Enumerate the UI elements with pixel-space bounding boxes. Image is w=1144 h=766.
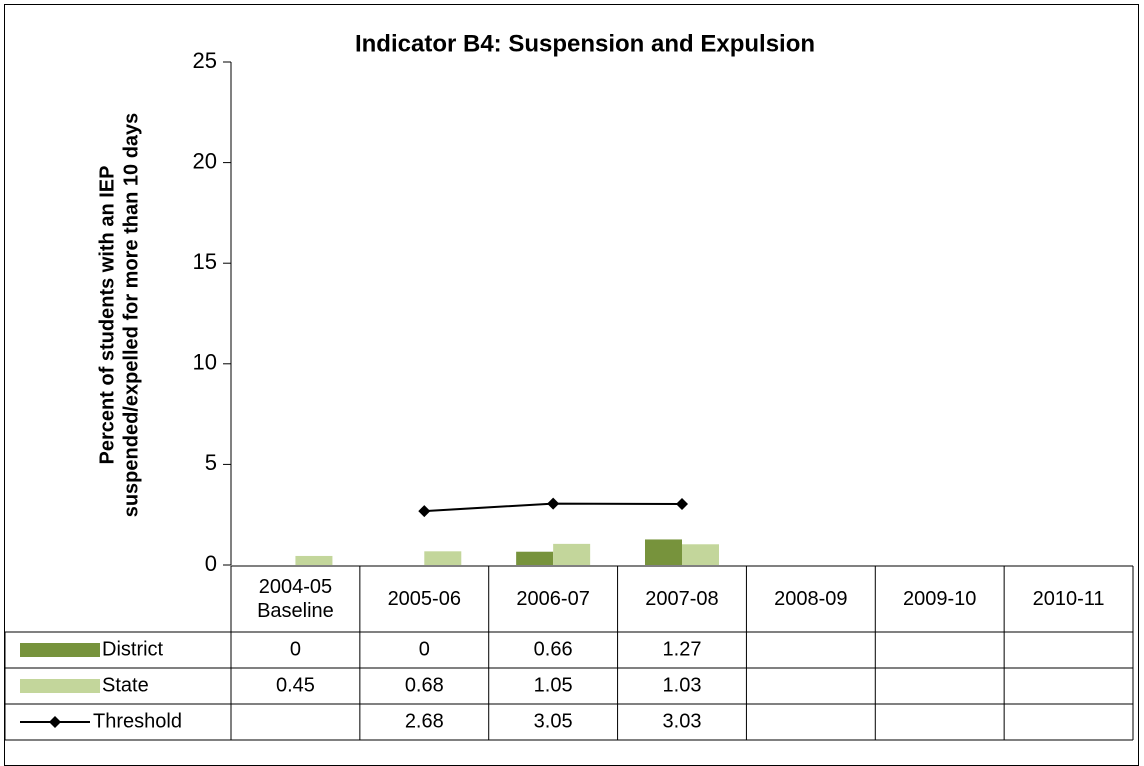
legend-marker (49, 716, 61, 728)
chart-title: Indicator B4: Suspension and Expulsion (355, 30, 815, 57)
bar (553, 543, 591, 565)
table-value: 0.66 (534, 638, 573, 660)
x-tick-label: 2009-10 (903, 588, 977, 610)
bar (516, 551, 554, 565)
table-value: 0 (419, 638, 430, 660)
legend-label: District (102, 638, 164, 660)
x-tick-label-box: 2010-11 (1032, 588, 1105, 610)
table-value: 0.68 (405, 674, 444, 696)
x-tick-label: 2010-11 (1032, 588, 1105, 610)
table-value: 0 (290, 638, 301, 660)
bar (645, 539, 682, 565)
legend-swatch (20, 643, 100, 657)
table-value: 1.27 (663, 638, 702, 660)
x-tick-label-box: 2006-07 (516, 588, 590, 610)
y-tick-label: 25 (193, 48, 217, 73)
y-axis-label-line: suspended/expelled for more than 10 days (120, 113, 142, 518)
x-tick-label: 2004-05 Baseline (257, 576, 334, 622)
y-tick-label: 0 (205, 551, 217, 576)
y-tick-label: 5 (205, 450, 217, 475)
y-axis-label-line: Percent of students with an IEP (96, 166, 118, 465)
legend-label: Threshold (93, 710, 182, 732)
table-value: 0.45 (276, 674, 315, 696)
x-tick-label-box: 2004-05 Baseline (257, 576, 334, 622)
marker (676, 498, 688, 511)
x-tick-label: 2008-09 (774, 588, 848, 610)
legend-label: State (102, 674, 149, 696)
table-value: 3.03 (663, 710, 702, 732)
y-tick-label: 20 (193, 148, 217, 173)
x-tick-label-box: 2008-09 (774, 588, 848, 610)
x-tick-label-box: 2007-08 (645, 588, 719, 610)
y-tick-label: 10 (193, 350, 217, 375)
bar (682, 544, 719, 565)
x-tick-label-box: 2009-10 (903, 588, 977, 610)
y-tick-label: 15 (193, 249, 217, 274)
x-tick-label-box: 2005-06 (387, 588, 461, 610)
marker (418, 505, 431, 518)
marker (547, 497, 560, 510)
bar (295, 555, 333, 565)
table-value: 3.05 (534, 710, 573, 732)
table-value: 2.68 (405, 710, 444, 732)
x-tick-label: 2006-07 (516, 588, 590, 610)
legend-swatch (20, 679, 100, 693)
table-value: 1.03 (663, 674, 702, 696)
x-tick-label: 2005-06 (387, 588, 461, 610)
bar (424, 551, 462, 565)
x-tick-label: 2007-08 (645, 588, 719, 610)
table-value: 1.05 (534, 674, 573, 696)
y-axis-label: Percent of students with an IEP suspende… (96, 113, 142, 518)
